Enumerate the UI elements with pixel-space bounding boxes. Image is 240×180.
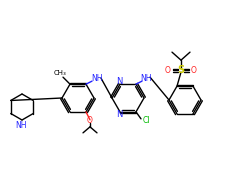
Text: S: S xyxy=(177,65,185,75)
Text: Cl: Cl xyxy=(142,116,150,125)
Text: O: O xyxy=(191,66,197,75)
Text: CH₃: CH₃ xyxy=(54,70,66,76)
Text: N: N xyxy=(116,77,122,86)
Text: NH: NH xyxy=(91,74,103,83)
Text: O: O xyxy=(87,116,93,125)
Text: O: O xyxy=(165,66,171,75)
Text: NH: NH xyxy=(15,122,27,130)
Text: NH: NH xyxy=(140,74,152,83)
Text: N: N xyxy=(116,110,122,119)
